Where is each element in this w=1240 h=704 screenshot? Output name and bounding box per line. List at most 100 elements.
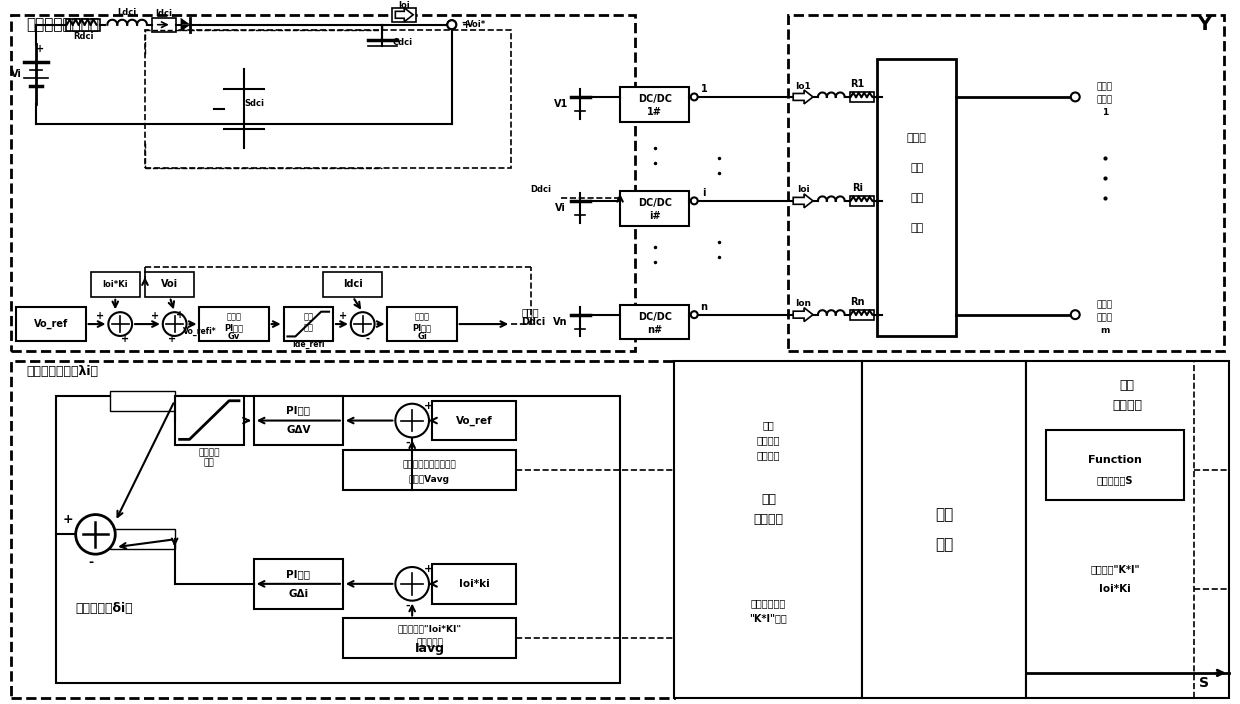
Text: 电流: 电流 <box>304 312 314 321</box>
Text: +: + <box>167 334 176 344</box>
Polygon shape <box>794 308 813 322</box>
Text: Rn: Rn <box>851 297 864 307</box>
Polygon shape <box>181 18 191 25</box>
Text: Vo_refi*: Vo_refi* <box>182 327 216 336</box>
Text: 与本地微源"Ioi*KI": 与本地微源"Ioi*KI" <box>398 624 461 633</box>
Text: DC/DC: DC/DC <box>637 312 672 322</box>
Text: 所有远方微源: 所有远方微源 <box>751 598 786 609</box>
Text: Gv: Gv <box>228 332 241 341</box>
Text: 多电源: 多电源 <box>906 134 926 144</box>
Bar <box>11 15 635 351</box>
Text: 重要母: 重要母 <box>1097 301 1114 309</box>
Text: Function: Function <box>1087 455 1142 465</box>
Text: Io1: Io1 <box>795 82 811 91</box>
Text: Voi*: Voi* <box>466 20 486 29</box>
Circle shape <box>448 20 456 29</box>
Text: i: i <box>702 188 706 198</box>
Text: Ioi: Ioi <box>797 185 810 194</box>
Bar <box>343 451 516 490</box>
Text: 通信: 通信 <box>1120 379 1135 392</box>
Polygon shape <box>794 90 813 104</box>
Bar <box>1045 430 1184 500</box>
Text: Ioi*Ki: Ioi*Ki <box>1099 584 1131 593</box>
Bar <box>110 391 175 410</box>
Text: -: - <box>405 437 409 447</box>
Text: +: + <box>424 401 434 410</box>
Text: 所有重要母线节点电压: 所有重要母线节点电压 <box>403 460 456 470</box>
Text: S: S <box>1199 676 1209 690</box>
Bar <box>432 401 516 440</box>
Circle shape <box>691 311 698 318</box>
Bar <box>324 272 382 297</box>
Circle shape <box>351 312 374 336</box>
Bar <box>110 529 175 549</box>
Text: 节点电压: 节点电压 <box>756 450 780 460</box>
Text: GΔV: GΔV <box>286 425 310 436</box>
Text: DC/DC: DC/DC <box>637 94 672 104</box>
Text: -: - <box>461 18 466 27</box>
Bar <box>145 30 511 168</box>
Text: m: m <box>1100 326 1110 335</box>
Text: Cdci: Cdci <box>392 38 413 47</box>
Text: 重要母线: 重要母线 <box>756 435 780 446</box>
Text: Y: Y <box>1197 15 1211 34</box>
Bar <box>16 307 86 341</box>
Text: Vi: Vi <box>11 69 22 79</box>
Text: Sdci: Sdci <box>244 99 264 108</box>
Text: +: + <box>176 310 184 320</box>
Text: R1: R1 <box>851 79 864 89</box>
Text: 线节点: 线节点 <box>1097 313 1114 322</box>
Bar <box>620 191 689 225</box>
Text: 网络: 网络 <box>910 222 924 232</box>
Text: 线节点: 线节点 <box>1097 96 1114 104</box>
Text: 功率补偿（δi）: 功率补偿（δi） <box>76 602 134 615</box>
Text: Vn: Vn <box>553 317 568 327</box>
Text: -: - <box>88 555 93 569</box>
Text: Ioi*Ki: Ioi*Ki <box>103 280 128 289</box>
Bar <box>66 19 100 31</box>
Bar <box>200 307 269 341</box>
Bar <box>254 559 343 608</box>
Text: +: + <box>36 44 45 54</box>
Text: Rdci: Rdci <box>73 32 93 41</box>
Text: 限幅: 限幅 <box>304 323 314 332</box>
Text: 电压环: 电压环 <box>227 312 242 321</box>
Text: PI控制: PI控制 <box>413 323 432 332</box>
Text: 电力: 电力 <box>910 193 924 203</box>
Text: 直流: 直流 <box>910 163 924 173</box>
Text: +: + <box>424 564 434 574</box>
Polygon shape <box>396 8 413 22</box>
Bar <box>11 361 675 698</box>
Text: 相加取平均: 相加取平均 <box>417 639 443 648</box>
Text: +: + <box>122 334 129 344</box>
Circle shape <box>1071 92 1080 101</box>
Bar <box>151 18 176 32</box>
Text: Ioi: Ioi <box>398 1 410 11</box>
Circle shape <box>396 403 429 437</box>
Text: Ide_refi: Ide_refi <box>291 340 325 349</box>
Text: Ddci: Ddci <box>531 185 552 194</box>
Text: V1: V1 <box>553 99 568 109</box>
Text: Ddci: Ddci <box>521 317 546 327</box>
Circle shape <box>162 312 186 336</box>
Text: -: - <box>405 601 409 610</box>
Text: 本地微源"K*I": 本地微源"K*I" <box>1090 564 1140 574</box>
Text: -: - <box>366 334 370 344</box>
Bar <box>849 196 874 206</box>
Text: 通信: 通信 <box>761 494 776 506</box>
Circle shape <box>76 515 115 554</box>
Circle shape <box>691 197 698 204</box>
Text: Vi: Vi <box>556 203 565 213</box>
Text: 通信: 通信 <box>935 536 954 552</box>
Text: 接受通道: 接受通道 <box>754 513 784 526</box>
Circle shape <box>691 94 698 101</box>
Bar <box>284 307 334 341</box>
Text: Ldci: Ldci <box>118 8 136 18</box>
Text: +: + <box>461 20 471 30</box>
Bar <box>675 361 863 698</box>
Bar <box>620 87 689 122</box>
Text: 低速: 低速 <box>935 507 954 522</box>
Text: DC/DC: DC/DC <box>637 198 672 208</box>
Text: 1: 1 <box>701 84 708 94</box>
Text: 电流环: 电流环 <box>414 312 429 321</box>
